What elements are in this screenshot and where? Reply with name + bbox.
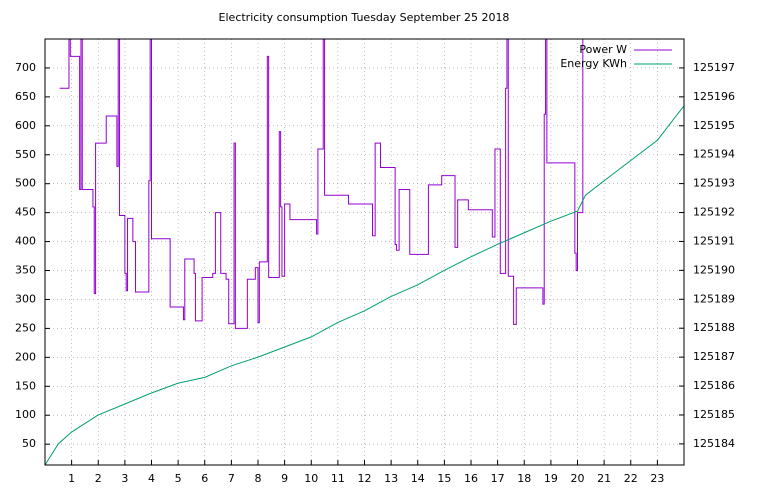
y-tick-label: 300: [15, 292, 36, 305]
x-tick-label: 7: [228, 472, 235, 485]
y2-tick-label: 125186: [693, 379, 735, 392]
x-tick-label: 6: [201, 472, 208, 485]
x-tick-label: 2: [95, 472, 102, 485]
y2-tick-label: 125194: [693, 148, 735, 161]
x-tick-label: 16: [464, 472, 478, 485]
y-tick-label: 450: [15, 206, 36, 219]
x-tick-label: 13: [384, 472, 398, 485]
y2-tick-label: 125191: [693, 234, 735, 247]
x-tick-label: 5: [175, 472, 182, 485]
series-line: [59, 39, 584, 329]
x-tick-label: 19: [544, 472, 558, 485]
legend-label: Power W: [579, 43, 627, 56]
x-tick-label: 8: [255, 472, 262, 485]
x-tick-label: 14: [411, 472, 425, 485]
y2-tick-label: 125188: [693, 321, 735, 334]
x-tick-label: 15: [437, 472, 451, 485]
x-tick-label: 4: [148, 472, 155, 485]
y2-tick-label: 125189: [693, 292, 735, 305]
y-tick-label: 50: [22, 437, 36, 450]
y2-tick-label: 125192: [693, 206, 735, 219]
x-tick-label: 22: [624, 472, 638, 485]
y2-tick-label: 125195: [693, 119, 735, 132]
x-tick-label: 11: [331, 472, 345, 485]
plot-frame: [44, 38, 685, 466]
x-tick-label: 17: [491, 472, 505, 485]
y-tick-label: 200: [15, 350, 36, 363]
x-tick-label: 10: [304, 472, 318, 485]
x-tick-label: 12: [358, 472, 372, 485]
legend-label: Energy KWh: [560, 57, 627, 70]
x-tick-label: 1: [68, 472, 75, 485]
series-line: [45, 105, 684, 465]
y-tick-label: 100: [15, 408, 36, 421]
x-tick-label: 21: [597, 472, 611, 485]
x-tick-label: 23: [650, 472, 664, 485]
y-tick-label: 550: [15, 148, 36, 161]
x-tick-label: 9: [281, 472, 288, 485]
y-tick-label: 500: [15, 177, 36, 190]
y2-tick-label: 125193: [693, 177, 735, 190]
y2-tick-label: 125190: [693, 263, 735, 276]
y2-tick-label: 125196: [693, 90, 735, 103]
y-tick-label: 600: [15, 119, 36, 132]
y2-tick-label: 125185: [693, 408, 735, 421]
y2-tick-label: 125184: [693, 437, 735, 450]
y-tick-label: 400: [15, 235, 36, 248]
y-tick-label: 150: [15, 379, 36, 392]
y-tick-label: 350: [15, 264, 36, 277]
x-tick-label: 20: [571, 472, 585, 485]
x-tick-label: 18: [517, 472, 531, 485]
chart-title: Electricity consumption Tuesday Septembe…: [219, 11, 510, 24]
y-tick-label: 250: [15, 321, 36, 334]
y-tick-label: 650: [15, 90, 36, 103]
y2-tick-label: 125187: [693, 350, 735, 363]
x-tick-label: 3: [121, 472, 128, 485]
y-tick-label: 700: [15, 61, 36, 74]
y2-tick-label: 125197: [693, 61, 735, 74]
